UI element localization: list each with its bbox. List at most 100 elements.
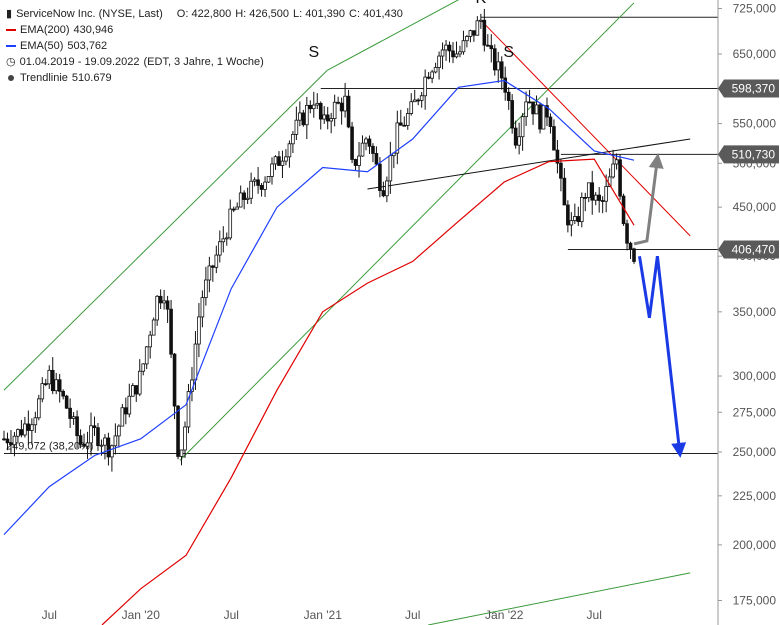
ema200-swatch-icon [6,29,16,31]
candle-body [33,417,38,426]
candle-body [461,40,466,53]
candle [211,264,215,282]
x-tick-label: Jul [224,608,239,622]
candle [590,170,595,215]
candle [496,51,501,83]
legend-ema200-row: EMA(200) 430,946 [6,22,403,38]
y-tick-label: 275,000 [733,405,777,419]
candle [517,122,521,155]
candle [120,403,125,427]
candle-body [562,177,567,206]
candle-body [486,44,490,47]
candle-body [475,20,480,36]
candle-body [419,95,424,101]
candle [190,367,194,402]
candle-body [284,156,288,162]
candle [277,151,281,166]
candle [57,373,62,403]
candle [583,192,588,212]
candle-body [447,44,452,52]
candle-body [183,426,187,451]
candle [569,212,574,237]
candle [50,357,55,395]
price-box-label: 406,470 [732,243,776,257]
candle-body [186,391,191,428]
trend-line-channel_far [428,572,691,625]
candle [385,176,389,203]
candle [458,45,462,58]
candle-body [513,127,518,146]
trend-line-channel_upper_ext [326,0,460,71]
legend-instrument-row: ▮ ServiceNow Inc. (NYSE, Last) O: 422,80… [6,6,403,22]
candle [465,35,469,48]
candle-body [144,346,149,365]
candle [311,91,316,118]
candle [315,93,320,110]
candle [579,192,584,228]
candle-body [99,444,104,447]
candle [479,13,483,29]
candle-body [266,176,271,183]
y-tick-label: 225,000 [733,489,777,503]
y-tick-label: 450,000 [733,200,777,214]
x-tick-label: Jul [587,608,602,622]
candle-body [597,194,601,201]
candle-body [151,319,156,336]
candle-body [482,19,487,46]
candle [221,226,226,253]
candle-body [110,445,114,458]
candle-body [127,395,132,415]
candle-body [378,163,382,191]
candle-body [263,181,267,190]
candle [506,87,511,110]
candle-body [134,385,139,395]
candle [350,121,354,164]
trendline-value: 510.679 [71,72,112,84]
candle [197,303,201,358]
candle [301,109,306,127]
candle [82,433,86,449]
candle [85,431,90,459]
candle [625,219,629,251]
candle [541,105,546,130]
date-range: 01.04.2019 - 19.09.2022 [19,56,140,68]
candle-body [64,395,69,409]
candle-body [454,53,459,58]
candle [593,192,598,206]
candle-body [402,124,407,127]
candle [381,181,386,198]
candle-body [566,204,570,226]
candle-body [479,19,483,22]
candle-body [398,122,403,126]
candle-body [68,407,72,419]
candle-body [96,427,100,446]
candle [259,183,264,197]
candle [117,424,121,448]
candle [548,113,553,134]
candle [231,206,236,213]
candle-body [242,192,246,200]
candle-body [593,194,598,201]
ema-line-1 [3,79,635,536]
candle [43,378,48,387]
candle [64,394,69,409]
candle-body [538,104,542,130]
candle-body [193,343,198,381]
candle-body [315,102,320,106]
x-tick-label: Jan '21 [304,608,343,622]
candle-body [211,265,215,268]
candle [562,168,567,206]
candle-body [179,449,184,457]
candle [447,41,452,63]
candle-body [308,104,313,110]
candle [61,389,65,400]
candle-body [137,370,142,395]
candle [405,108,410,130]
candle [228,199,233,241]
candle-body [130,385,135,397]
candle-body [204,279,208,298]
candle [103,434,107,460]
candle [430,69,434,84]
candle [54,372,59,395]
candle-body [430,71,434,79]
